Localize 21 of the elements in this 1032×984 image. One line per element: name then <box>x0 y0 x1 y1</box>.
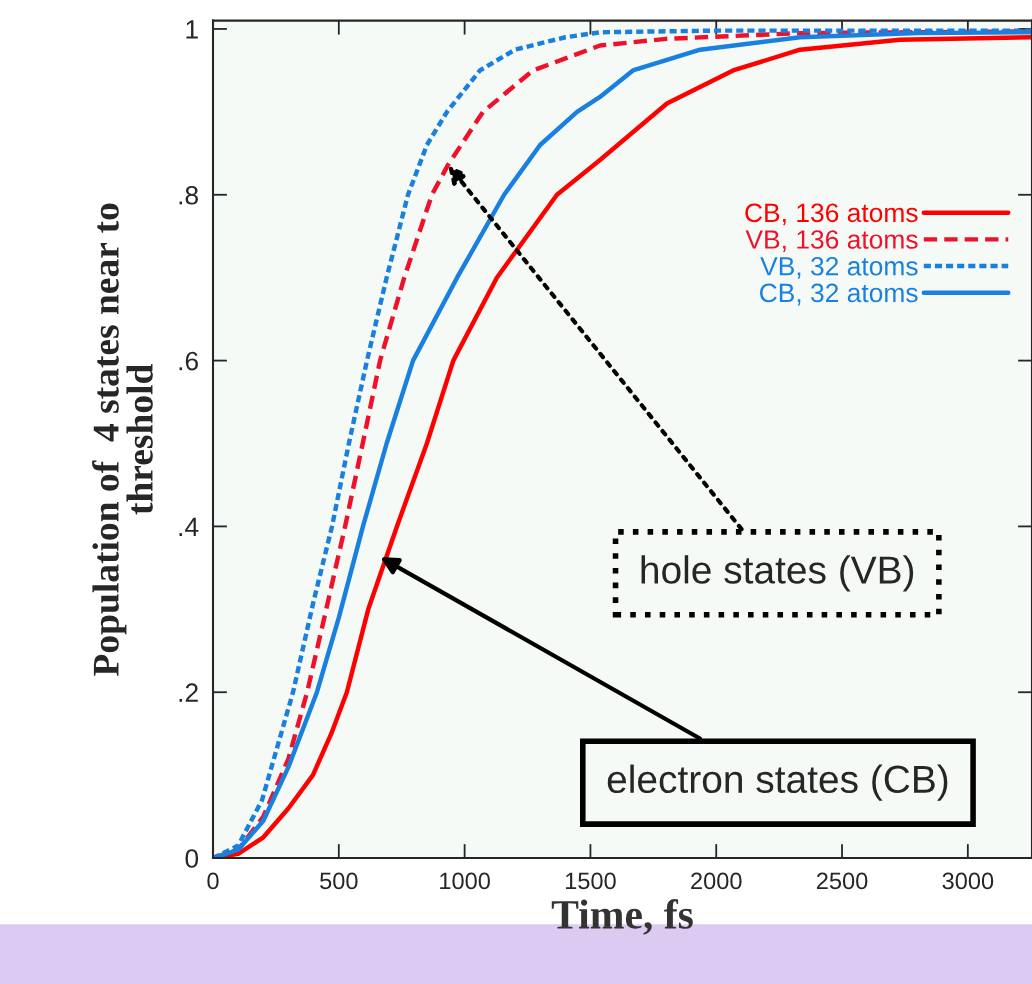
legend-label: CB, 32 atoms <box>760 283 918 306</box>
x-tick-label: 0 <box>207 872 219 890</box>
x-tick-label: 3000 <box>942 872 994 890</box>
legend-label: VB, 32 atoms <box>760 256 918 279</box>
x-tick-label: 2000 <box>691 872 742 890</box>
x-tick-label: 1000 <box>440 872 490 890</box>
y-tick-label: 0 <box>185 849 199 868</box>
y-tick-label: .2 <box>179 683 198 702</box>
y-tick-label: .8 <box>179 185 198 205</box>
x-tick-label: 1500 <box>565 872 616 890</box>
y-axis-title: Population of 4 states near to threshold <box>92 203 153 676</box>
annotation: electron states (CB) <box>607 764 948 801</box>
legend-label: CB, 136 atoms <box>745 203 918 226</box>
y-tick-label: .6 <box>179 351 198 371</box>
y-tick-label: 1 <box>186 20 198 39</box>
legend-label: VB, 136 atoms <box>745 230 918 252</box>
x-axis-title: Time, fs <box>551 899 693 935</box>
x-tick-label: 2500 <box>816 872 868 890</box>
annotation: hole states (VB) <box>641 555 914 592</box>
y-tick-label: .4 <box>179 517 199 536</box>
x-tick-label: 500 <box>320 872 358 890</box>
